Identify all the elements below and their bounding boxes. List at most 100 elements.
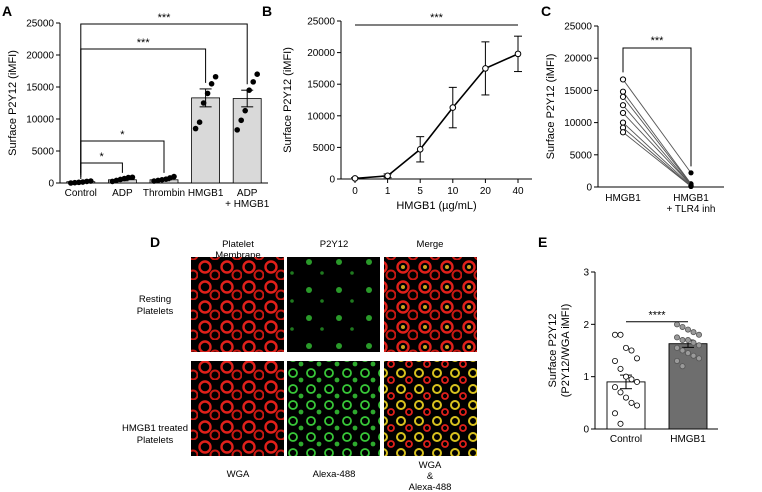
e-y-tick-label: 3 [583,268,589,279]
e-data-point [634,378,641,385]
c-y-tick-label: 20000 [564,54,592,65]
a-y-tick-label: 25000 [26,19,54,30]
c-data-point-before [619,88,627,95]
b-y-tick-label: 25000 [307,17,335,28]
e-data-point [612,384,619,391]
a-data-point [254,71,260,77]
c-y-tick-label: 25000 [564,22,592,33]
c-data-point-before [619,109,627,117]
channel-label-merge: WGA & Alexa-488 [409,460,452,492]
a-x-tick-label: ADP [112,188,133,199]
e-data-point [690,339,697,346]
b-series-line [354,53,519,180]
b-significance-label: *** [430,12,444,24]
e-data-point [617,389,624,396]
b-y-tick-label: 10000 [307,111,335,122]
e-data-point [674,344,681,351]
e-data-point [674,357,681,364]
a-y-tick-label: 10000 [26,115,54,126]
chart-panel-b: 0 5000 10000 15000 20000 25000 Surface P2Y12 (… [282,12,532,212]
b-x-tick-label: 1 [385,186,391,197]
c-pair-line [622,96,692,185]
b-x-tick-label: 40 [512,186,524,197]
a-y-tick-label: 15000 [26,83,54,94]
c-pair-line [622,127,692,187]
b-y-tick-label: 20000 [307,48,335,59]
panel-letter-e: E [538,234,547,250]
c-data-point-before [619,93,627,100]
column-header-membrane: Platelet Membrane [215,239,260,261]
c-x-tick-label: HMGB1 [605,193,641,204]
c-y-tick-label: 15000 [564,86,592,97]
b-y-tick-label: 0 [329,175,335,186]
c-data-point-before [619,76,627,83]
e-data-point [696,331,703,338]
e-data-point [634,402,641,409]
micrograph-hmgb1-membrane [191,361,284,456]
a-data-point [88,178,94,184]
e-x-tick-label: HMGB1 [670,434,706,445]
e-x-tick-label: Control [610,434,642,445]
e-data-point [696,342,703,349]
column-header-merge: Merge [417,239,444,250]
a-data-point [208,81,215,87]
b-x-tick-label: 5 [417,186,423,197]
a-data-point [76,179,82,186]
a-x-tick-label: Control [65,188,97,199]
a-x-tick-label: HMGB1 [188,188,224,199]
b-x-tick-label: 20 [480,186,492,197]
c-pair-line [622,79,692,174]
a-data-point [246,87,252,93]
panel-letter-c: C [541,3,551,19]
b-data-point [351,175,359,182]
micrograph-hmgb1-merge [384,361,477,456]
b-data-point [384,172,391,180]
e-data-point [685,337,692,344]
e-data-point [628,399,635,406]
chart-panel-c: 0 5000 10000 15000 20000 25000 Surface P2Y12 (… [545,22,724,215]
e-data-point [623,394,630,401]
b-data-point [449,104,457,111]
a-data-point [125,174,132,181]
e-data-point [674,321,681,328]
a-significance-label: *** [158,12,172,24]
b-data-point [482,65,489,72]
b-x-tick-label: 0 [352,186,358,197]
e-data-point [612,357,619,364]
b-y-axis-label: Surface P2Y12 (iMFI) [282,47,294,153]
c-pair-line [622,122,692,187]
e-data-point [679,347,686,354]
b-x-tick-label: 10 [447,186,459,197]
e-y-tick-label: 1 [583,372,589,383]
e-y-tick-label: 0 [583,425,589,436]
a-data-point [129,174,136,181]
a-data-point [250,79,256,85]
e-data-point [685,326,692,333]
e-data-point [685,350,692,357]
c-pair-line [622,112,692,186]
panel-letter-a: A [2,3,12,19]
a-significance-label: *** [137,37,151,49]
a-significance-bracket [80,23,248,173]
c-significance-bracket [622,47,692,167]
micrograph-panel-d: Platelet Membrane P2Y12 Merge Resting Plat… [122,239,477,492]
e-data-point [628,376,635,383]
micrograph-resting-merge [384,257,477,352]
e-data-point [617,365,624,372]
e-y-axis-label: Surface P2Y12(P2Y12/WGA iMFI) [547,304,572,398]
a-y-axis-label: Surface P2Y12 (iMFI) [7,50,19,156]
b-y-tick-label: 15000 [307,80,335,91]
c-data-point-after [688,170,694,176]
row-label-hmgb1: HMGB1 treated Platelets [122,423,188,446]
c-significance-label: *** [651,35,665,47]
b-y-tick-label: 5000 [313,143,336,154]
a-data-point [171,173,177,180]
a-data-point [84,178,90,185]
c-data-point-after [688,183,694,189]
a-y-tick-label: 0 [48,179,54,190]
e-data-point [696,355,703,362]
e-data-point [612,410,619,417]
c-y-tick-label: 10000 [564,118,592,129]
row-label-resting: Resting Platelets [137,294,174,317]
a-data-point [72,179,78,186]
